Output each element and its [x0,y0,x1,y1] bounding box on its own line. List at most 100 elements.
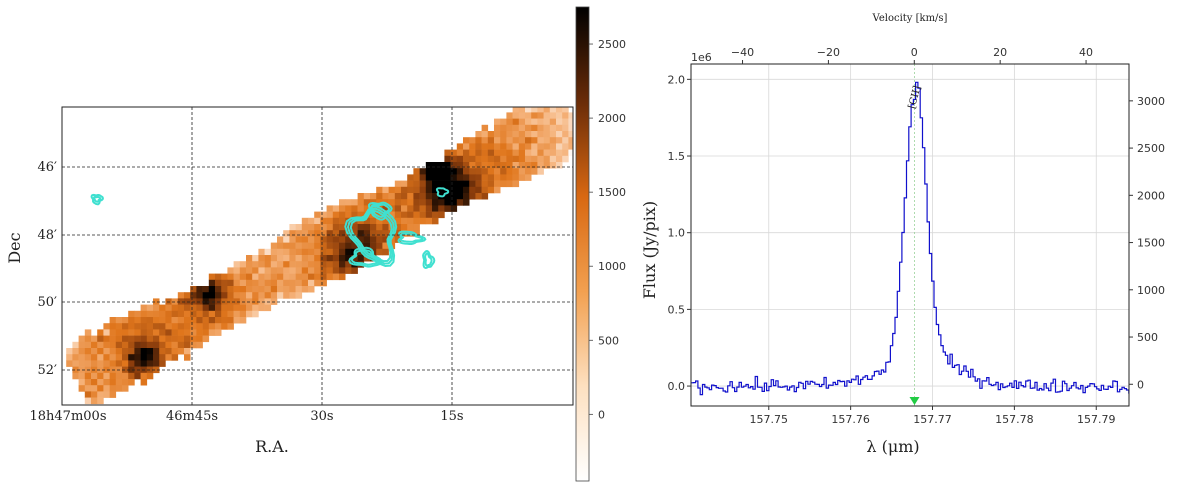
map-pixel [246,267,253,274]
map-pixel [208,317,216,324]
map-panel: 18h47m00s 46m45s 30s 15s 46′48′50′52′ R.A. … [5,106,574,456]
map-pixel [326,242,334,250]
map-pixel [407,193,414,200]
map-pixel [463,168,470,175]
map-pixel [339,230,346,237]
map-pixel [128,360,135,367]
map-pixel [233,279,241,287]
map-pixel [109,323,117,330]
map-pixel [233,317,241,324]
map-pixel [487,143,495,150]
colorbar-tick-label: 2500 [598,38,626,51]
map-pixel [134,348,141,355]
map-pixel [401,211,408,219]
map-pixel [103,348,110,355]
map-pixel [159,341,166,349]
map-pixel [370,230,377,237]
map-pixel [388,186,396,194]
map-pixel [525,137,532,144]
map-pixel [339,211,346,219]
map-pixel [419,199,427,206]
map-pixel [339,248,346,256]
map-x-ticks: 18h47m00s 46m45s 30s 15s [30,409,464,424]
map-pixel [301,267,309,274]
map-pixel [171,323,179,330]
map-pixel [171,335,179,343]
map-pixel [122,385,129,392]
map-pixel [289,248,296,256]
map-pixel [177,323,185,330]
map-pixel [500,149,507,157]
map-pixel [351,199,358,206]
map-pixel [537,112,544,119]
map-pixel [531,137,538,144]
map-pixel [357,255,365,262]
map-pixel [469,186,476,194]
map-pixel [413,193,420,200]
map-pixel [438,180,445,188]
map-pixel [363,193,371,200]
map-pixel [153,317,160,324]
map-pixel [97,397,104,405]
map-pixel [270,279,278,287]
map-pixel [549,155,557,163]
map-pixel [481,186,489,194]
spectrum-right-tick-label: 1000 [1137,284,1165,297]
map-pixel [270,267,278,274]
map-pixel [339,199,346,206]
map-pixel [543,107,551,113]
map-pixel [382,217,389,225]
colorbar: 0 500 1000 1500 2000 2500 [575,6,626,482]
map-pixel [215,273,222,281]
map-pixel [376,230,383,237]
map-pixel [450,180,458,188]
map-pixel [84,341,92,349]
map-pixel [432,180,439,188]
map-pixel [413,205,420,212]
map-pixel [221,304,228,312]
map-pixel [549,124,557,132]
map-pixel [227,286,234,293]
map-pixel [84,348,92,355]
map-pixel [475,186,482,194]
map-pixel [159,317,166,324]
map-pixel [78,354,86,361]
map-pixel [227,292,234,299]
map-pixel [326,236,334,243]
map-pixel [301,279,309,287]
map-pixel [475,162,482,169]
map-pixel [264,261,272,268]
map-pixel [512,118,520,126]
map-pixel [177,348,185,355]
spectrum-y-tick-label: 0.0 [668,380,686,393]
map-pixel [128,317,135,324]
map-pixel [512,168,520,175]
spectrum-top-tick-label: 0 [911,46,918,59]
map-pixel [487,162,495,169]
spectrum-ylabel: Flux (Jy/pix) [640,201,659,299]
map-pixel [518,137,526,144]
map-pixel [543,118,551,126]
map-pixel [103,341,110,349]
map-pixel [109,348,117,355]
map-pixel [500,168,507,175]
map-pixel [494,162,501,169]
map-pixel [115,354,123,361]
map-pixel [413,168,420,175]
map-pixel [332,205,340,212]
map-pixel [103,372,110,380]
map-pixel [506,137,513,144]
map-pixel [506,149,513,157]
map-pixel [487,131,495,138]
map-pixel [140,348,148,355]
map-pixel [382,205,389,212]
map-x-tick-label: 18h47m00s [30,409,107,424]
spectrum-top-ticks: −40 −20 0 20 40 [731,46,1093,64]
map-pixel [177,335,185,343]
map-pixel [357,193,365,200]
map-pixel [512,143,520,150]
map-pixel [190,317,197,324]
colorbar-tick-label: 0 [598,408,605,421]
map-pixel [277,267,284,274]
map-pixel [233,273,241,281]
